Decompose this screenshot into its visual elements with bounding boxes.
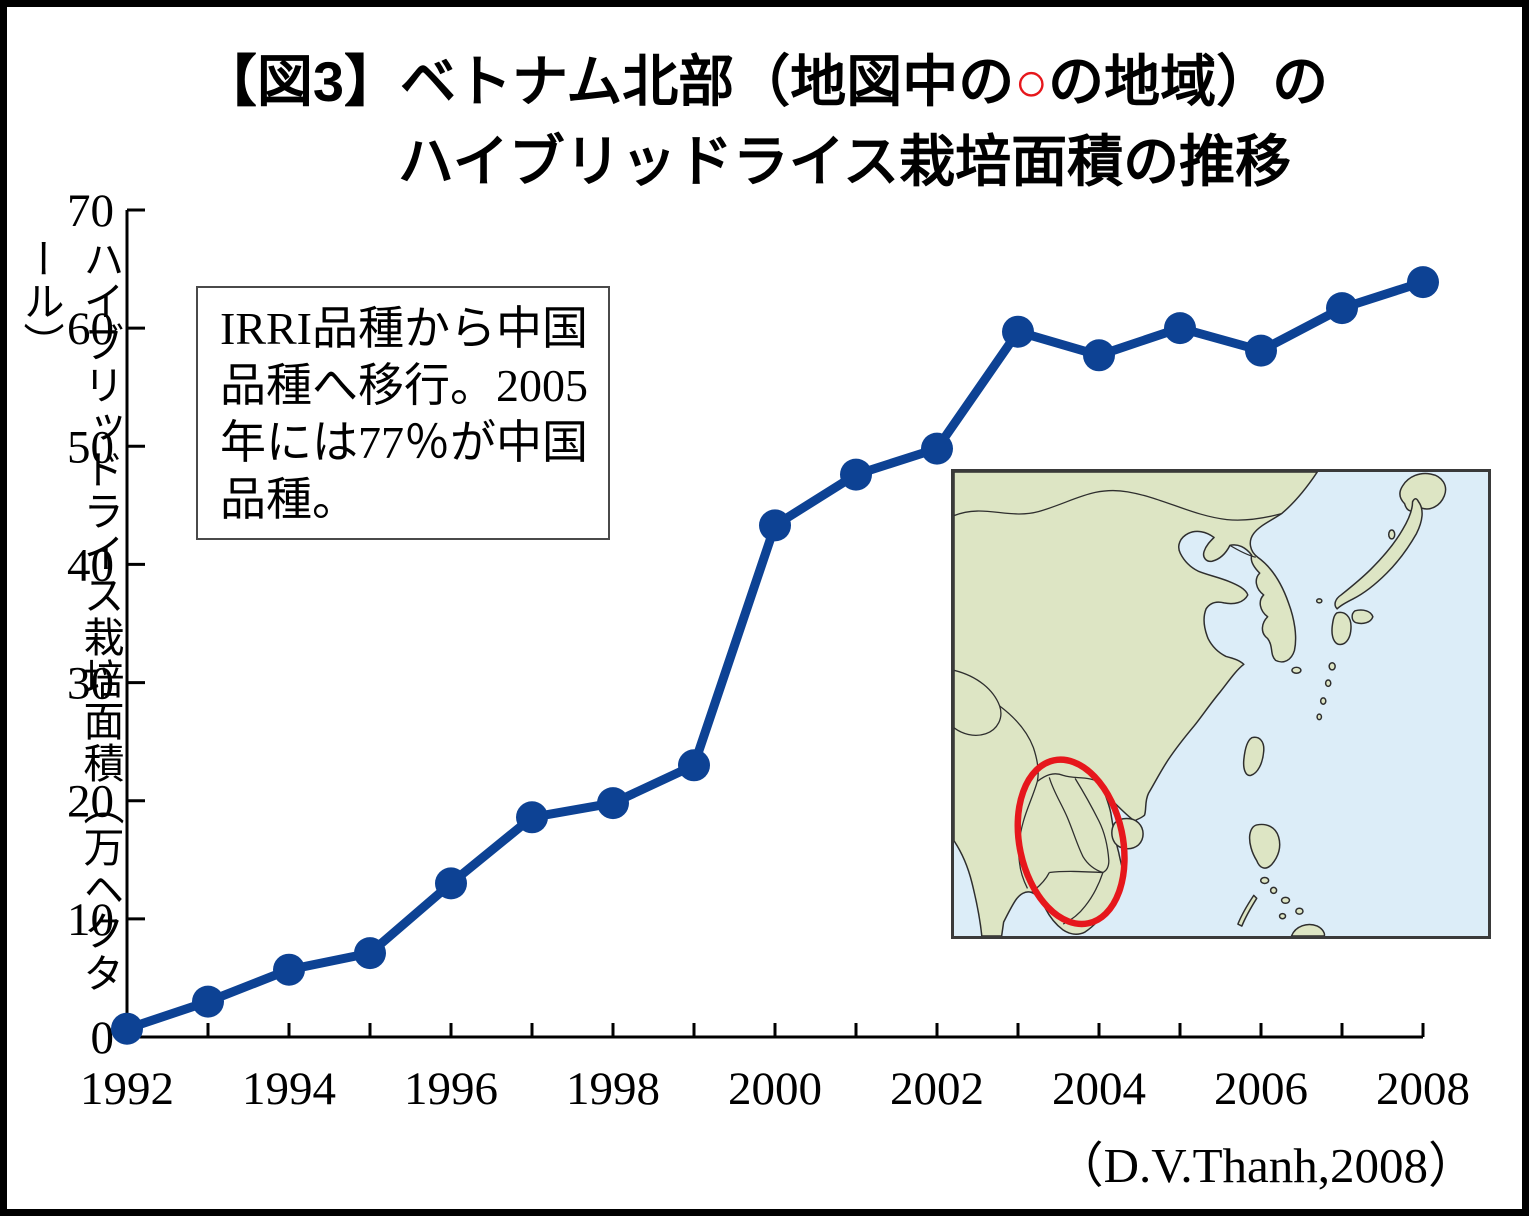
palawan-island <box>1237 894 1258 927</box>
data-point <box>840 458 872 491</box>
y-tick-label: 20 <box>67 776 114 828</box>
data-point <box>759 509 791 542</box>
y-tick-label: 0 <box>91 1012 115 1064</box>
x-tick-label: 1996 <box>404 1063 498 1115</box>
y-tick-label: 10 <box>67 894 114 946</box>
visayas-island-4 <box>1295 907 1304 915</box>
tsushima-island <box>1315 598 1323 604</box>
x-tick-label: 1994 <box>242 1063 336 1115</box>
data-point <box>273 953 305 986</box>
border-vietnam-laos <box>1074 778 1110 874</box>
data-point <box>1164 312 1196 345</box>
jeju-island <box>1291 666 1302 675</box>
chart-title-line2: ハイブリッドライス栽培面積の推移 <box>397 129 1292 193</box>
data-point <box>111 1012 143 1045</box>
x-tick-label: 2004 <box>1052 1063 1146 1115</box>
y-tick-label: 60 <box>67 303 114 355</box>
title-text-pre: 【図3】ベトナム北部（地図中の <box>200 50 1015 113</box>
visayas-island-1 <box>1259 876 1270 885</box>
x-tick-label: 1998 <box>566 1063 660 1115</box>
chart-title: 【図3】ベトナム北部（地図中の○の地域）の ハイブリッドライス栽培面積の推移 <box>0 42 1529 201</box>
data-point <box>192 985 224 1018</box>
source-citation: （D.V.Thanh,2008） <box>1054 1138 1477 1193</box>
data-point <box>435 867 467 900</box>
border-china-vietnam <box>1036 773 1102 784</box>
series-markers <box>111 266 1439 1045</box>
sado-island <box>1387 529 1396 540</box>
y-axis-ticks <box>127 208 145 921</box>
x-axis-ticks <box>206 1023 1425 1037</box>
mindanao-island <box>1290 923 1326 936</box>
mainland-asia <box>954 472 1319 936</box>
visayas-island-2 <box>1269 886 1278 895</box>
hokkaido-island <box>1399 472 1447 512</box>
visayas-island-5 <box>1278 912 1287 920</box>
data-point <box>921 432 953 465</box>
y-tick-label: 70 <box>67 185 114 237</box>
chart-title-line1: 【図3】ベトナム北部（地図中の○の地域）の <box>0 42 1529 122</box>
taiwan-island <box>1242 736 1265 777</box>
data-point <box>678 749 710 782</box>
data-point <box>354 937 386 970</box>
data-point <box>1083 339 1115 372</box>
title-text-post: の地域）の <box>1048 50 1329 113</box>
data-point <box>1002 315 1034 348</box>
ryukyu-island-1 <box>1328 662 1336 671</box>
honshu-island <box>1334 498 1423 610</box>
y-tick-label: 30 <box>67 658 114 710</box>
ryukyu-island-3 <box>1319 697 1327 705</box>
border-yalu <box>1229 544 1256 558</box>
ryukyu-island-2 <box>1324 679 1332 688</box>
data-point <box>597 787 629 820</box>
visayas-island-3 <box>1280 896 1291 905</box>
x-axis-tick-labels: 1992 1994 1996 1998 2000 2002 2004 2006 2008 <box>80 1063 1470 1115</box>
y-axis-title: ハイブリッドライス栽培面積（万ヘクタール） <box>17 238 123 994</box>
red-circle-mark: ○ <box>1014 50 1049 113</box>
map-inset <box>951 469 1491 939</box>
y-axis-tick-labels: 0 10 20 30 40 50 60 70 <box>67 185 114 1064</box>
shikoku-island <box>1351 609 1374 625</box>
y-tick-label: 40 <box>67 539 114 591</box>
data-point <box>1245 334 1277 367</box>
border-laos-thailand <box>1048 777 1104 874</box>
x-tick-label: 2008 <box>1376 1063 1470 1115</box>
border-south-asia <box>954 669 1002 736</box>
annotation-box: IRRI品種から中国 品種へ移行。2005 年には77％が中国 品種。 <box>196 286 610 541</box>
x-tick-label: 1992 <box>80 1063 174 1115</box>
ryukyu-island-4 <box>1316 713 1323 721</box>
x-tick-label: 2006 <box>1214 1063 1308 1115</box>
east-asia-map <box>954 472 1488 936</box>
x-tick-label: 2002 <box>890 1063 984 1115</box>
data-point <box>1407 266 1439 299</box>
northern-vietnam-highlight-ellipse <box>1014 756 1128 928</box>
x-tick-label: 2000 <box>728 1063 822 1115</box>
y-tick-label: 50 <box>67 421 114 473</box>
luzon-island <box>1248 823 1281 869</box>
kyushu-island <box>1331 611 1352 646</box>
data-point <box>1326 292 1358 325</box>
data-point <box>516 801 548 834</box>
border-mongolia <box>954 490 1282 521</box>
